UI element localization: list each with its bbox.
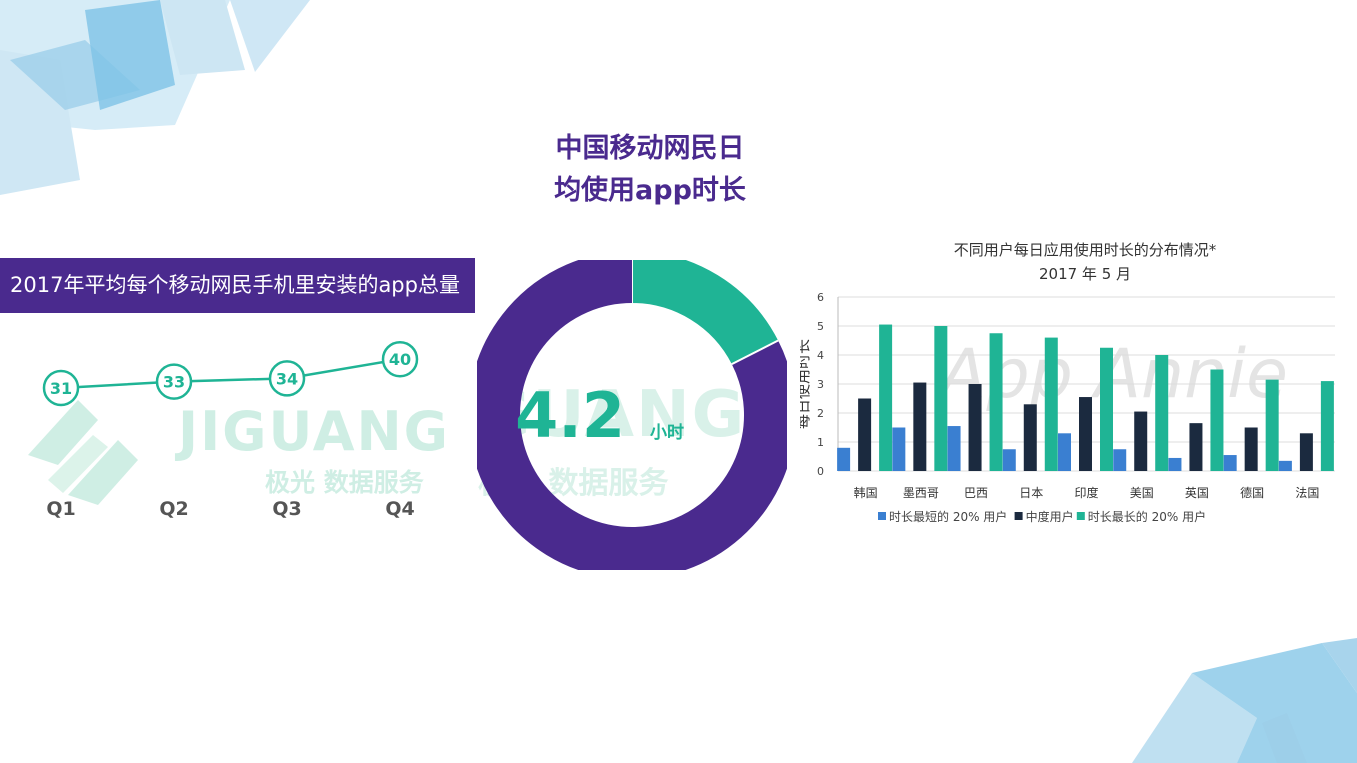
top-left-decoration xyxy=(0,0,310,195)
installed-apps-x-label: Q2 xyxy=(159,498,188,520)
installed-apps-point xyxy=(381,340,419,378)
installed-apps-point xyxy=(42,369,80,407)
bar xyxy=(879,324,893,471)
legend-swatch xyxy=(1014,512,1023,520)
installed-apps-line-chart: 31 Q1 33 Q2 34 Q3 40 Q4 xyxy=(42,340,419,520)
daily-usage-value: 4.2 xyxy=(515,379,625,452)
installed-apps-x-label: Q4 xyxy=(385,498,414,520)
bar xyxy=(913,382,927,471)
bar xyxy=(1210,369,1224,471)
installed-apps-line xyxy=(60,357,401,390)
usage-distribution-title-line1: 不同用户每日应用使用时长的分布情况* xyxy=(953,241,1217,259)
installed-apps-point-label: 40 xyxy=(389,350,411,369)
legend-label: 时长最长的 20% 用户 xyxy=(1088,509,1206,524)
bottom-right-decoration xyxy=(1132,638,1357,763)
bar-x-label: 法国 xyxy=(1295,486,1319,500)
daily-usage-donut-chart: 4.2 小时 xyxy=(477,260,787,570)
bar-y-tick: 0 xyxy=(817,465,824,478)
bar-y-tick: 4 xyxy=(817,349,824,362)
installed-apps-x-label: Q3 xyxy=(272,498,301,520)
bar xyxy=(1320,381,1334,471)
watermark-brand-left: JIGUANG xyxy=(178,400,451,463)
bar xyxy=(1023,404,1037,471)
bar-x-label: 墨西哥 xyxy=(903,486,939,500)
bar-y-tick: 6 xyxy=(817,291,824,304)
bar xyxy=(1100,347,1113,471)
bar-x-label: 巴西 xyxy=(964,486,988,500)
bar xyxy=(858,398,872,471)
bar-x-label: 美国 xyxy=(1130,486,1154,500)
bar-y-tick: 2 xyxy=(817,407,824,420)
legend-swatch xyxy=(878,512,886,520)
watermark-subtitle-left: 极光 数据服务 xyxy=(265,468,424,497)
bar-y-tick: 5 xyxy=(817,320,824,333)
bar xyxy=(1278,460,1292,471)
bar-x-label: 德国 xyxy=(1240,485,1264,500)
bar xyxy=(1002,449,1016,471)
bar xyxy=(1058,433,1071,471)
legend-label: 中度用户 xyxy=(1026,509,1074,524)
bar xyxy=(1155,355,1169,471)
bar xyxy=(947,426,961,471)
installed-apps-point-label: 31 xyxy=(50,379,72,398)
bar xyxy=(968,384,982,471)
installed-apps-x-label: Q1 xyxy=(46,498,75,520)
bar xyxy=(1189,423,1203,471)
bar-x-label: 日本 xyxy=(1019,486,1043,500)
bar-y-axis-label: 每日使用时长 xyxy=(800,339,812,429)
bar xyxy=(1244,427,1258,471)
bar-x-label: 英国 xyxy=(1185,486,1209,500)
bar xyxy=(989,333,1003,471)
bar-y-tick: 3 xyxy=(817,378,824,391)
legend-label: 时长最短的 20% 用户 xyxy=(889,509,1007,524)
usage-distribution-title: 不同用户每日应用使用时长的分布情况* 2017 年 5 月 xyxy=(830,238,1340,286)
bar xyxy=(837,447,851,471)
installed-apps-title: 2017年平均每个移动网民手机里安装的app总量 xyxy=(0,258,475,313)
daily-usage-title-line1: 中国移动网民日 xyxy=(555,133,745,164)
donut-slice xyxy=(477,260,787,570)
installed-apps-point xyxy=(268,360,306,397)
bar xyxy=(1299,433,1313,471)
donut-separator xyxy=(731,339,779,366)
bar-x-label: 韩国 xyxy=(854,485,878,500)
bar xyxy=(1223,455,1237,471)
bar-x-label: 印度 xyxy=(1074,485,1098,500)
installed-apps-point-label: 33 xyxy=(163,373,185,392)
bar xyxy=(1168,457,1182,471)
bar xyxy=(1079,397,1092,471)
daily-usage-title-line2: 均使用app时长 xyxy=(554,175,746,206)
bar xyxy=(892,427,906,471)
installed-apps-point xyxy=(155,363,193,400)
installed-apps-point-label: 34 xyxy=(276,369,298,388)
donut-slice xyxy=(631,260,779,365)
bar xyxy=(1044,337,1058,471)
bar xyxy=(1134,411,1148,471)
legend-swatch xyxy=(1076,512,1085,520)
bar-y-tick: 1 xyxy=(817,436,824,449)
bar xyxy=(1113,449,1127,471)
daily-usage-title: 中国移动网民日 均使用app时长 xyxy=(500,128,800,212)
bar xyxy=(1265,379,1279,471)
daily-usage-unit: 小时 xyxy=(650,423,684,443)
bar xyxy=(934,326,948,471)
usage-distribution-title-line2: 2017 年 5 月 xyxy=(1038,265,1132,283)
watermark-logo-icon xyxy=(28,400,138,505)
